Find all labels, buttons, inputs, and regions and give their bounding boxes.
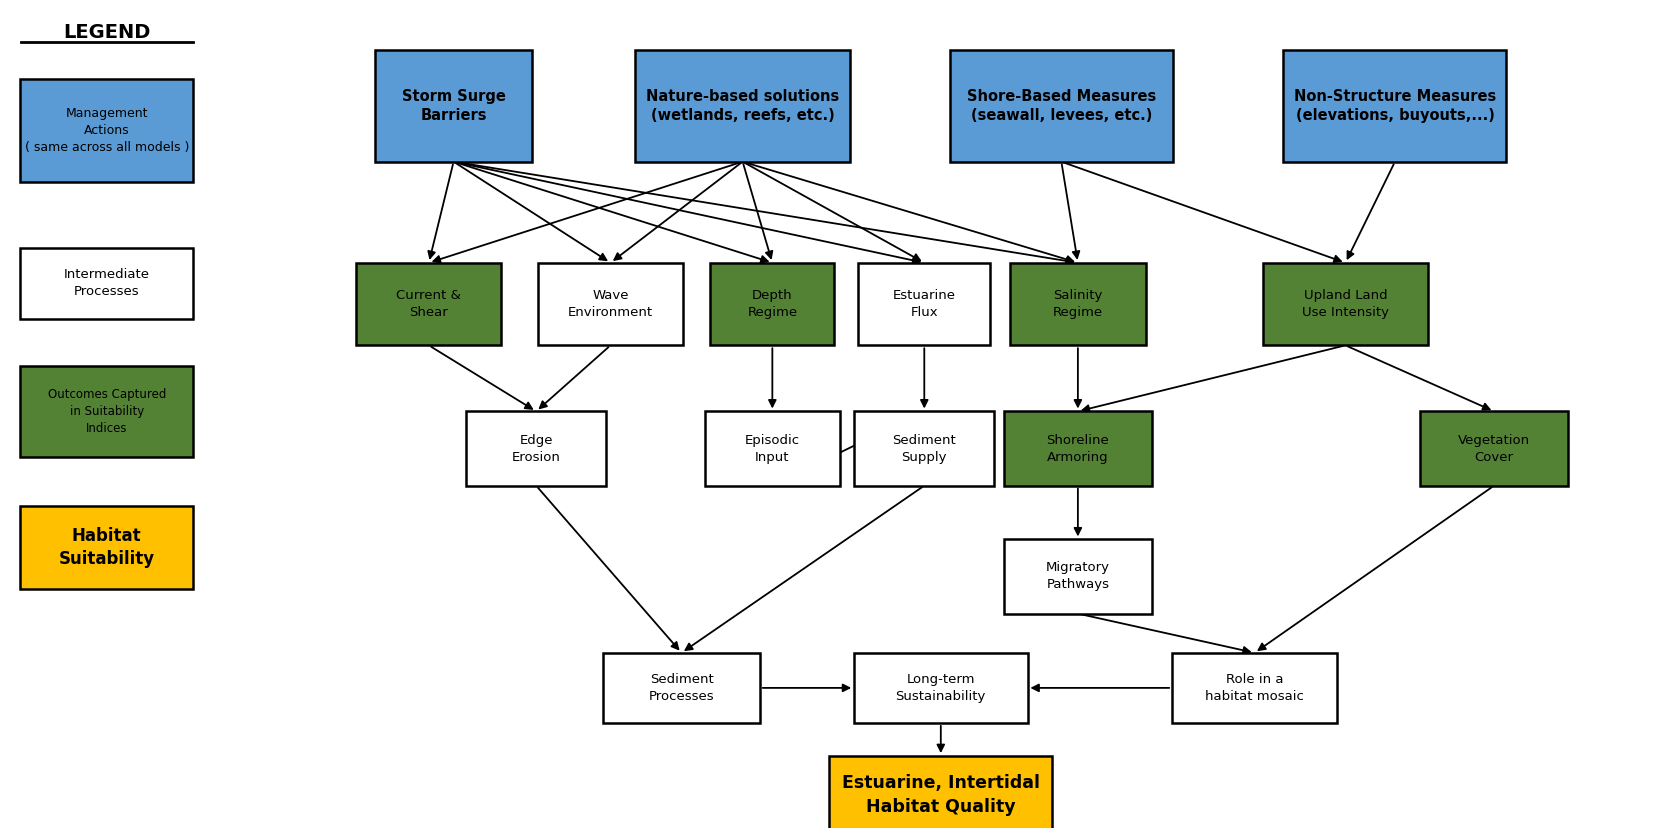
Text: Shoreline
Armoring: Shoreline Armoring <box>1047 434 1109 464</box>
FancyBboxPatch shape <box>1004 539 1152 613</box>
FancyBboxPatch shape <box>829 756 1052 831</box>
FancyBboxPatch shape <box>1419 411 1569 485</box>
FancyBboxPatch shape <box>705 411 839 485</box>
FancyBboxPatch shape <box>854 653 1027 723</box>
FancyBboxPatch shape <box>538 263 683 346</box>
Text: Vegetation
Cover: Vegetation Cover <box>1458 434 1531 464</box>
FancyBboxPatch shape <box>20 506 193 589</box>
Text: Non-Structure Measures
(elevations, buyouts,...): Non-Structure Measures (elevations, buyo… <box>1293 89 1496 123</box>
Text: Long-term
Sustainability: Long-term Sustainability <box>896 673 986 703</box>
FancyBboxPatch shape <box>20 366 193 457</box>
Text: Estuarine
Flux: Estuarine Flux <box>892 289 956 319</box>
FancyBboxPatch shape <box>710 263 834 346</box>
FancyBboxPatch shape <box>603 653 760 723</box>
FancyBboxPatch shape <box>376 50 532 162</box>
FancyBboxPatch shape <box>635 50 849 162</box>
FancyBboxPatch shape <box>1172 653 1338 723</box>
Text: Upland Land
Use Intensity: Upland Land Use Intensity <box>1301 289 1389 319</box>
Text: Intermediate
Processes: Intermediate Processes <box>63 268 150 298</box>
Text: Shore-Based Measures
(seawall, levees, etc.): Shore-Based Measures (seawall, levees, e… <box>967 89 1157 123</box>
Text: Edge
Erosion: Edge Erosion <box>512 434 560 464</box>
FancyBboxPatch shape <box>20 79 193 182</box>
FancyBboxPatch shape <box>1010 263 1145 346</box>
FancyBboxPatch shape <box>1263 263 1428 346</box>
FancyBboxPatch shape <box>858 263 991 346</box>
Text: Outcomes Captured
in Suitability
Indices: Outcomes Captured in Suitability Indices <box>48 388 166 435</box>
Text: Role in a
habitat mosaic: Role in a habitat mosaic <box>1205 673 1305 703</box>
Text: Depth
Regime: Depth Regime <box>748 289 798 319</box>
FancyBboxPatch shape <box>356 263 502 346</box>
FancyBboxPatch shape <box>1004 411 1152 485</box>
FancyBboxPatch shape <box>1283 50 1506 162</box>
Text: Current &
Shear: Current & Shear <box>397 289 462 319</box>
Text: Wave
Environment: Wave Environment <box>568 289 653 319</box>
Text: LEGEND: LEGEND <box>63 23 151 42</box>
Text: Storm Surge
Barriers: Storm Surge Barriers <box>402 89 505 123</box>
FancyBboxPatch shape <box>951 50 1173 162</box>
FancyBboxPatch shape <box>854 411 994 485</box>
Text: Habitat
Suitability: Habitat Suitability <box>58 527 155 568</box>
Text: Episodic
Input: Episodic Input <box>745 434 799 464</box>
Text: Migratory
Pathways: Migratory Pathways <box>1045 562 1110 592</box>
FancyBboxPatch shape <box>20 248 193 318</box>
Text: Management
Actions
( same across all models ): Management Actions ( same across all mod… <box>25 107 189 155</box>
Text: Sediment
Processes: Sediment Processes <box>648 673 715 703</box>
Text: Nature-based solutions
(wetlands, reefs, etc.): Nature-based solutions (wetlands, reefs,… <box>647 89 839 123</box>
Text: Estuarine, Intertidal
Habitat Quality: Estuarine, Intertidal Habitat Quality <box>841 774 1040 816</box>
FancyBboxPatch shape <box>465 411 607 485</box>
Text: Salinity
Regime: Salinity Regime <box>1052 289 1104 319</box>
Text: Sediment
Supply: Sediment Supply <box>892 434 956 464</box>
